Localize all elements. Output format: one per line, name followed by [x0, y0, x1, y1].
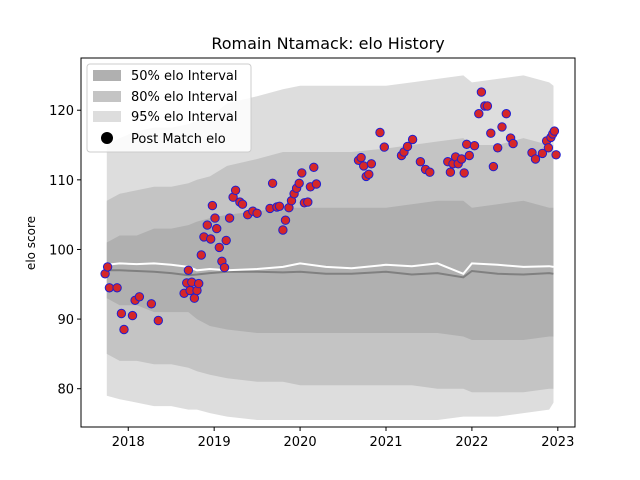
post-match-point [379, 142, 389, 152]
post-match-point [366, 159, 377, 169]
post-match-point [402, 141, 413, 152]
post-match-point [459, 168, 469, 178]
legend-box [86, 63, 252, 153]
y-tick-label: 120 [49, 104, 74, 119]
y-axis: 80 90 100 110 120 [49, 104, 81, 398]
post-match-point [237, 199, 248, 209]
legend-label-post-match: Post Match elo [131, 132, 226, 147]
legend-patch-80 [93, 91, 121, 102]
plot-frame [80, 57, 576, 428]
legend-patch-95 [93, 111, 121, 122]
post-match-point [456, 154, 467, 164]
post-match-point [311, 179, 322, 189]
post-match-point [469, 141, 480, 151]
y-tick-label: 90 [57, 313, 74, 328]
x-tick-label: 2020 [284, 435, 317, 450]
post-match-point [415, 157, 426, 167]
post-match-point [116, 308, 127, 319]
post-match-point [183, 265, 194, 275]
post-match-point [146, 299, 157, 309]
post-match-point [230, 185, 241, 196]
post-match-point [252, 208, 262, 219]
post-match-points [100, 87, 561, 335]
post-match-point [206, 234, 216, 244]
legend-label-50: 50% elo Interval [131, 69, 238, 84]
x-tick-label: 2021 [369, 435, 402, 450]
post-match-point [476, 87, 487, 97]
band-50 [106, 200, 554, 340]
post-match-point [474, 109, 484, 119]
post-match-point [462, 139, 472, 150]
post-match-point [134, 292, 145, 302]
post-match-point [194, 278, 204, 289]
post-match-point [551, 150, 561, 160]
post-match-point [482, 101, 493, 111]
chart-title: Romain Ntamack: elo History [211, 34, 444, 53]
post-match-point [104, 283, 115, 293]
post-match-point [297, 168, 307, 178]
post-match-point [537, 148, 548, 159]
post-match-point [407, 134, 418, 145]
post-match-point [488, 161, 499, 172]
post-match-point [219, 262, 230, 273]
post-match-point [497, 122, 507, 132]
post-match-point [102, 262, 113, 272]
post-match-point [445, 167, 456, 177]
white-median-line [106, 262, 554, 276]
post-match-point [356, 152, 366, 163]
post-match-point [549, 126, 560, 136]
post-match-point [364, 169, 374, 180]
gray-median-line [106, 269, 554, 279]
post-match-point [196, 250, 207, 260]
post-match-point [375, 127, 385, 138]
x-tick-label: 2022 [455, 435, 488, 450]
post-match-point [464, 150, 474, 161]
post-match-point [214, 242, 225, 253]
x-tick-label: 2018 [112, 435, 145, 450]
x-axis: 2018 2019 2020 2021 2022 2023 [112, 427, 574, 450]
post-match-point [224, 213, 235, 223]
y-tick-label: 80 [57, 383, 74, 398]
plot-area [100, 75, 561, 421]
post-match-point [153, 315, 164, 326]
legend-marker-post-match [101, 132, 113, 144]
post-match-point [309, 162, 319, 173]
y-tick-label: 110 [49, 174, 74, 189]
post-match-point [212, 223, 222, 234]
post-match-point [221, 235, 231, 246]
post-match-point [359, 161, 369, 171]
y-axis-label: elo score [24, 216, 38, 270]
post-match-point [425, 167, 435, 177]
x-tick-label: 2019 [198, 435, 231, 450]
post-match-point [294, 178, 304, 189]
x-tick-label: 2023 [541, 435, 574, 450]
post-match-point [501, 109, 511, 119]
y-tick-label: 100 [49, 243, 74, 258]
legend-label-80: 80% elo Interval [131, 90, 238, 105]
legend: 50% elo Interval 80% elo Interval 95% el… [86, 63, 252, 153]
legend-label-95: 95% elo Interval [131, 110, 238, 125]
post-match-point [486, 128, 496, 138]
post-match-point [119, 324, 129, 335]
post-match-point [210, 213, 220, 223]
post-match-point [543, 143, 554, 153]
post-match-point [267, 178, 278, 189]
post-match-point [112, 283, 122, 293]
post-match-point [280, 215, 291, 225]
post-match-point [508, 138, 518, 149]
post-match-point [202, 220, 213, 230]
post-match-point [274, 201, 285, 212]
post-match-point [278, 225, 288, 235]
post-match-point [493, 143, 503, 153]
legend-patch-50 [93, 70, 121, 81]
post-match-point [127, 310, 138, 321]
post-match-point [189, 293, 200, 303]
post-match-point [530, 154, 541, 164]
post-match-point [303, 197, 313, 207]
post-match-point [207, 200, 218, 211]
